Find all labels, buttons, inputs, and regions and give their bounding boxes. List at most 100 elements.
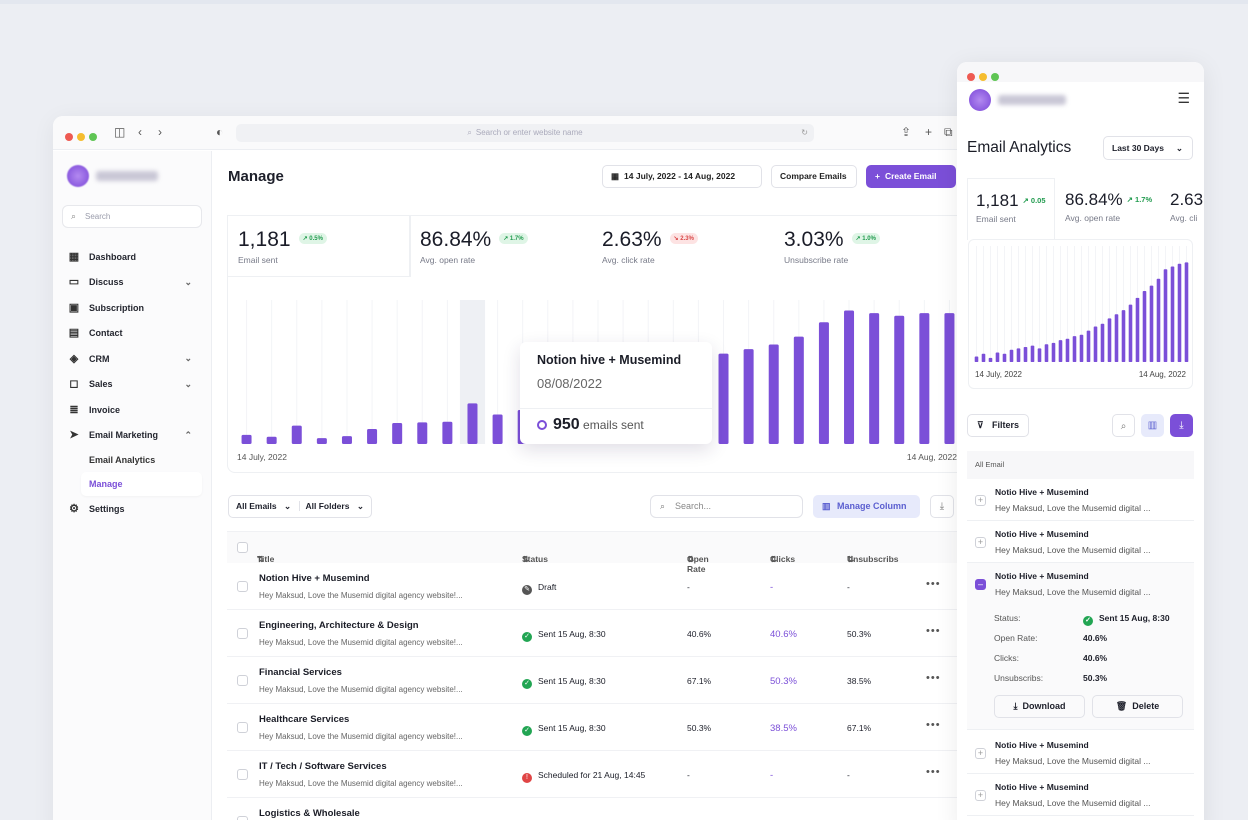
bar[interactable] (1065, 338, 1070, 362)
row-title[interactable]: IT / Tech / Software Services (259, 761, 387, 772)
chevron-up-icon[interactable]: ⌃ (184, 429, 192, 440)
bar[interactable] (1114, 314, 1119, 362)
table-row[interactable]: Logistics & Wholesale✓ (227, 798, 967, 820)
row-title[interactable]: Financial Services (259, 667, 342, 678)
expand-icon[interactable]: + (975, 495, 986, 506)
window-controls[interactable] (65, 128, 101, 146)
bar[interactable] (1128, 304, 1133, 362)
sidebar-item-sales[interactable]: ◻ Sales ⌄ (53, 372, 212, 398)
bar[interactable] (1037, 348, 1042, 362)
stat-avg-open-rate[interactable]: 86.84% ↗ 1.7% Avg. open rate (410, 216, 592, 276)
bar[interactable] (1156, 278, 1161, 362)
table-row[interactable]: Financial Services Hey Maksud, Love the M… (227, 657, 967, 704)
sidebar-subitem-email-analytics[interactable]: Email Analytics (89, 455, 156, 465)
bar[interactable] (869, 313, 880, 444)
stat-email-sent[interactable]: 1,181 ↗ 0.5% Email sent (228, 216, 410, 276)
panel-stat-email-sent[interactable]: 1,181 ↗ 0.05 Email sent (967, 178, 1055, 240)
table-row[interactable]: IT / Tech / Software Services Hey Maksud,… (227, 751, 967, 798)
chevron-down-icon[interactable]: ⌄ (184, 353, 192, 363)
search-icon[interactable]: ⌕ (1112, 414, 1135, 437)
more-icon[interactable]: ••• (926, 625, 941, 637)
panel-stat-open-rate[interactable]: 86.84% ↗ 1.7% Avg. open rate (1057, 178, 1162, 240)
row-title[interactable]: Healthcare Services (259, 714, 350, 725)
panel-email-item[interactable]: + Notio Hive + Musemind Hey Maksud, Love t… (967, 732, 1194, 774)
sidebar-item-invoice[interactable]: ≣ Invoice (53, 397, 212, 423)
bar[interactable] (919, 313, 930, 444)
bar[interactable] (1079, 334, 1084, 362)
bar[interactable] (467, 403, 478, 444)
bar[interactable] (894, 315, 905, 444)
stat-avg-click-rate[interactable]: 2.63% ↘ 2.3% Avg. click rate (592, 216, 774, 276)
bar[interactable] (981, 353, 986, 362)
bar[interactable] (1016, 348, 1021, 362)
expand-icon[interactable]: + (975, 537, 986, 548)
menu-icon[interactable]: ☰ (1177, 90, 1190, 106)
expand-icon[interactable]: + (975, 748, 986, 759)
bar[interactable] (1009, 349, 1014, 362)
table-row[interactable]: Healthcare Services Hey Maksud, Love the … (227, 704, 967, 751)
row-checkbox[interactable] (237, 581, 248, 592)
all-emails-select[interactable]: All Emails ⌄ (236, 501, 296, 511)
bar[interactable] (417, 422, 428, 444)
all-folders-select[interactable]: All Folders ⌄ (298, 501, 364, 511)
url-bar[interactable]: ⌕ Search or enter website name ↻ (236, 124, 814, 142)
table-row[interactable]: Engineering, Architecture & Design Hey Ma… (227, 610, 967, 657)
date-range-select[interactable]: Last 30 Days ⌄ (1103, 136, 1193, 160)
panel-email-item[interactable]: + Notio Hive + Musemind Hey Maksud, Love t… (967, 479, 1194, 521)
bar[interactable] (1044, 344, 1049, 362)
bar[interactable] (1002, 353, 1007, 362)
bar[interactable] (1093, 326, 1098, 362)
more-icon[interactable]: ••• (926, 719, 941, 731)
bar[interactable] (1163, 269, 1168, 362)
window-controls[interactable] (967, 68, 1003, 86)
bar[interactable] (1121, 310, 1126, 362)
bar[interactable] (995, 352, 1000, 362)
bar[interactable] (1107, 318, 1112, 362)
create-email-button[interactable]: + Create Email (866, 165, 956, 188)
row-title[interactable]: Engineering, Architecture & Design (259, 620, 419, 631)
table-search-input[interactable]: ⌕ Search... (650, 495, 803, 518)
back-icon[interactable]: ‹ (138, 125, 142, 139)
forward-icon[interactable]: › (158, 125, 162, 139)
row-checkbox[interactable] (237, 769, 248, 780)
filters-button[interactable]: ⊽ Filters (967, 414, 1029, 437)
row-title[interactable]: Logistics & Wholesale (259, 808, 360, 819)
delete-button[interactable]: 🗑 Delete (1092, 695, 1183, 718)
reload-icon[interactable]: ↻ (801, 128, 808, 137)
bar[interactable] (241, 434, 252, 444)
bar[interactable] (1086, 330, 1091, 362)
bar[interactable] (266, 436, 277, 444)
bar[interactable] (988, 357, 993, 362)
bar[interactable] (1058, 340, 1063, 362)
bar[interactable] (718, 353, 729, 444)
bar[interactable] (1100, 323, 1105, 362)
bar[interactable] (944, 313, 955, 444)
bar[interactable] (291, 425, 302, 444)
collapse-icon[interactable]: – (975, 579, 986, 590)
sidebar-item-subscription[interactable]: ▣ Subscription (53, 295, 212, 321)
sidebar-item-discuss[interactable]: ▭ Discuss ⌄ (53, 270, 212, 296)
sidebar-item-crm[interactable]: ◈ CRM ⌄ (53, 346, 212, 372)
bar[interactable] (1023, 346, 1028, 362)
row-title[interactable]: Notion Hive + Musemind (259, 573, 370, 584)
download-icon[interactable]: ⤓ (930, 495, 954, 518)
bar[interactable] (1142, 291, 1147, 362)
manage-column-button[interactable]: ▥ Manage Column (813, 495, 920, 518)
bar[interactable] (768, 344, 779, 444)
panel-email-item[interactable]: – Notio Hive + Musemind Hey Maksud, Love t… (967, 563, 1194, 730)
chevron-down-icon[interactable]: ⌄ (184, 276, 192, 287)
bar[interactable] (844, 310, 855, 444)
panel-email-item[interactable]: + Notio Hive + Musemind Hey Maksud, Love t… (967, 774, 1194, 816)
bar[interactable] (316, 438, 327, 444)
app-logo[interactable] (969, 89, 1066, 111)
columns-icon[interactable]: ▥ (1141, 414, 1164, 437)
expand-icon[interactable]: + (975, 790, 986, 801)
new-tab-icon[interactable]: + (925, 125, 933, 139)
bar[interactable] (442, 421, 453, 444)
sidebar-search-input[interactable]: ⌕ Search (62, 205, 202, 228)
stat-unsubscribe-rate[interactable]: 3.03% ↗ 1.0% Unsubscribe rate (774, 216, 956, 276)
bar[interactable] (1149, 285, 1154, 362)
bar[interactable] (1072, 336, 1077, 362)
compare-emails-button[interactable]: Compare Emails (771, 165, 857, 188)
app-logo[interactable] (67, 165, 158, 187)
